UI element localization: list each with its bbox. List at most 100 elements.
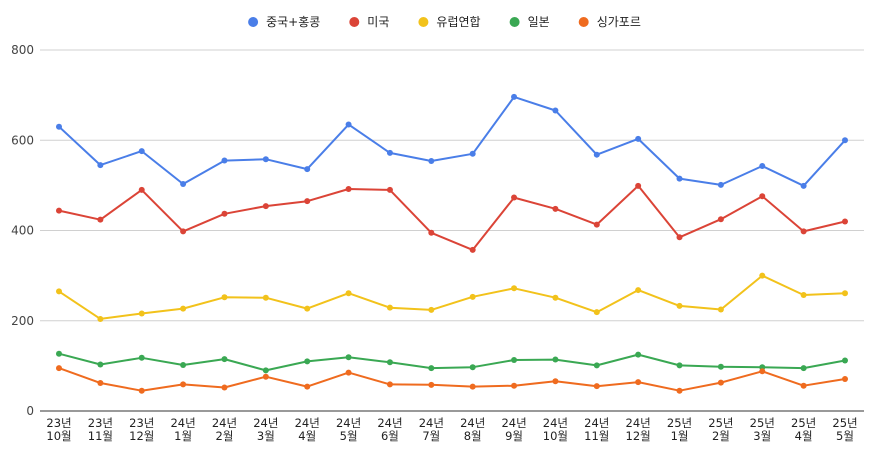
data-point[interactable] (386, 186, 393, 193)
legend-item[interactable]: 싱가포르 (578, 15, 641, 29)
data-point[interactable] (593, 383, 600, 390)
data-point[interactable] (262, 203, 269, 210)
data-point[interactable] (717, 181, 724, 188)
data-point[interactable] (221, 294, 228, 301)
data-point[interactable] (138, 148, 145, 155)
data-point[interactable] (842, 218, 848, 225)
data-point[interactable] (221, 356, 228, 363)
data-point[interactable] (593, 309, 600, 316)
data-point[interactable] (593, 151, 600, 158)
data-point[interactable] (56, 365, 62, 372)
data-point[interactable] (635, 351, 642, 358)
data-point[interactable] (842, 375, 848, 382)
legend-item[interactable]: 미국 (349, 15, 389, 29)
data-point[interactable] (97, 315, 104, 322)
data-point[interactable] (386, 381, 393, 388)
data-point[interactable] (262, 373, 269, 380)
data-point[interactable] (304, 383, 311, 390)
data-point[interactable] (552, 205, 559, 212)
data-point[interactable] (676, 387, 683, 394)
data-point[interactable] (635, 379, 642, 386)
data-point[interactable] (221, 210, 228, 217)
legend-item[interactable]: 일본 (509, 15, 550, 29)
data-point[interactable] (304, 166, 311, 173)
data-point[interactable] (138, 186, 145, 193)
data-point[interactable] (262, 156, 269, 163)
data-point[interactable] (717, 363, 724, 370)
data-point[interactable] (511, 194, 518, 201)
data-point[interactable] (469, 246, 476, 253)
data-point[interactable] (97, 361, 104, 368)
data-point[interactable] (386, 149, 393, 156)
data-point[interactable] (56, 350, 62, 357)
data-point[interactable] (800, 382, 807, 389)
data-point[interactable] (386, 304, 393, 311)
data-point[interactable] (676, 175, 683, 182)
data-point[interactable] (138, 387, 145, 394)
data-point[interactable] (552, 294, 559, 301)
data-point[interactable] (304, 358, 311, 365)
data-point[interactable] (717, 306, 724, 313)
legend-item[interactable]: 유럽연합 (418, 15, 481, 29)
data-point[interactable] (221, 384, 228, 391)
data-point[interactable] (800, 292, 807, 299)
data-point[interactable] (428, 229, 435, 236)
data-point[interactable] (56, 123, 62, 130)
data-point[interactable] (138, 310, 145, 317)
data-point[interactable] (469, 293, 476, 300)
data-point[interactable] (842, 137, 848, 144)
data-point[interactable] (800, 182, 807, 189)
data-point[interactable] (511, 285, 518, 292)
data-point[interactable] (717, 216, 724, 223)
data-point[interactable] (759, 272, 766, 279)
data-point[interactable] (676, 362, 683, 369)
data-point[interactable] (552, 378, 559, 385)
data-point[interactable] (97, 216, 104, 223)
data-point[interactable] (345, 354, 352, 361)
data-point[interactable] (180, 305, 187, 312)
data-point[interactable] (386, 359, 393, 366)
data-point[interactable] (138, 354, 145, 361)
data-point[interactable] (635, 287, 642, 294)
data-point[interactable] (56, 207, 62, 214)
data-point[interactable] (180, 228, 187, 235)
data-point[interactable] (345, 290, 352, 297)
data-point[interactable] (345, 121, 352, 128)
data-point[interactable] (469, 383, 476, 390)
data-point[interactable] (428, 306, 435, 313)
data-point[interactable] (428, 365, 435, 372)
data-point[interactable] (180, 361, 187, 368)
data-point[interactable] (428, 381, 435, 388)
data-point[interactable] (635, 135, 642, 142)
data-point[interactable] (304, 305, 311, 312)
legend-item[interactable]: 중국+홍콩 (248, 15, 320, 29)
legend[interactable]: 중국+홍콩 미국 유럽연합 일본 싱가포르 (248, 15, 641, 29)
data-point[interactable] (469, 150, 476, 157)
data-point[interactable] (842, 357, 848, 364)
data-point[interactable] (593, 221, 600, 228)
data-point[interactable] (635, 182, 642, 189)
data-point[interactable] (759, 162, 766, 169)
data-point[interactable] (511, 357, 518, 364)
data-point[interactable] (345, 369, 352, 376)
data-point[interactable] (221, 157, 228, 164)
data-point[interactable] (469, 364, 476, 371)
data-point[interactable] (593, 362, 600, 369)
data-point[interactable] (180, 381, 187, 388)
data-point[interactable] (180, 181, 187, 188)
data-point[interactable] (262, 294, 269, 301)
data-point[interactable] (345, 185, 352, 192)
data-point[interactable] (759, 368, 766, 375)
data-point[interactable] (511, 382, 518, 389)
data-point[interactable] (552, 356, 559, 363)
data-point[interactable] (97, 380, 104, 387)
data-point[interactable] (428, 158, 435, 165)
data-point[interactable] (717, 379, 724, 386)
data-point[interactable] (800, 365, 807, 372)
data-point[interactable] (511, 93, 518, 100)
data-point[interactable] (552, 107, 559, 114)
data-point[interactable] (676, 302, 683, 309)
data-point[interactable] (759, 193, 766, 200)
data-point[interactable] (676, 234, 683, 241)
data-point[interactable] (262, 367, 269, 374)
